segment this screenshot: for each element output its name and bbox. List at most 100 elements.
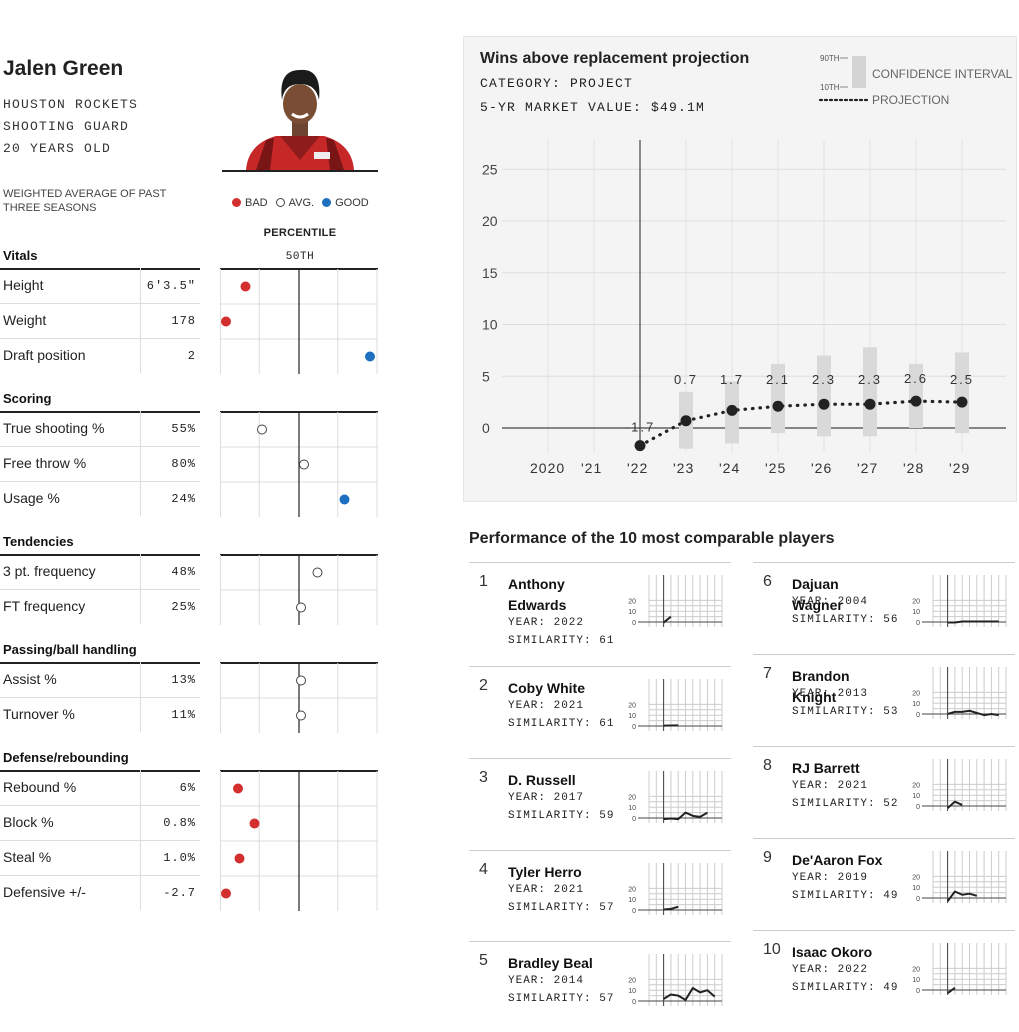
comparable-sparkline: 0 10 20 xyxy=(624,765,724,825)
comparable-name: Isaac Okoro xyxy=(792,942,890,963)
sparkline-y-tick: 20 xyxy=(628,794,636,801)
comparable-name: Brandon Knight xyxy=(792,666,890,708)
sparkline-y-tick: 10 xyxy=(628,805,636,812)
sparkline-y-tick: 20 xyxy=(912,782,920,789)
comparable-name: Bradley Beal xyxy=(508,953,606,974)
section-rule xyxy=(0,662,200,664)
y-tick-label: 0 xyxy=(482,420,490,436)
percentile-panel xyxy=(220,269,378,374)
comparable-similarity: SIMILARITY: 61 xyxy=(508,718,614,730)
column-divider xyxy=(140,411,141,446)
comparable-name: Coby White xyxy=(508,678,606,699)
comparable-similarity: SIMILARITY: 49 xyxy=(792,982,898,994)
sparkline-y-tick: 20 xyxy=(912,966,920,973)
sparkline-y-tick: 20 xyxy=(912,690,920,697)
projection-point xyxy=(911,396,922,407)
section-title-vitals: Vitals xyxy=(3,248,37,263)
wins-legend: 90TH 10TH CONFIDENCE INTERVAL PROJECTION xyxy=(818,52,1014,112)
projection-label: 2.6 xyxy=(904,371,928,386)
column-divider xyxy=(140,875,141,910)
comparable-year: YEAR: 2013 xyxy=(792,688,868,700)
stat-value-rebound: 6% xyxy=(140,781,196,795)
column-divider xyxy=(140,303,141,338)
sparkline-y-tick: 0 xyxy=(916,620,920,627)
column-divider xyxy=(140,268,141,303)
sparkline-y-tick: 10 xyxy=(912,701,920,708)
comparable-year: YEAR: 2021 xyxy=(508,884,584,896)
ci-bar xyxy=(863,347,877,436)
column-divider xyxy=(140,840,141,875)
percentile-dot-weight xyxy=(222,317,231,326)
percentile-dot-3-pt-frequency xyxy=(313,568,322,577)
column-divider xyxy=(140,697,141,732)
stat-label-usage: Usage % xyxy=(3,490,60,506)
comparable-rank: 7 xyxy=(763,665,772,683)
player-position: SHOOTING GUARD xyxy=(3,119,129,134)
comparable-rank: 9 xyxy=(763,849,772,867)
comparable-year: YEAR: 2017 xyxy=(508,792,584,804)
percentile-dot-draft-position xyxy=(366,352,375,361)
comparable-rank: 4 xyxy=(479,861,488,879)
projection-label: 0.7 xyxy=(674,372,698,387)
projection-label: 2.5 xyxy=(950,372,974,387)
legend-90th: 90TH xyxy=(820,54,840,63)
row-divider xyxy=(0,805,200,806)
stat-label-steal: Steal % xyxy=(3,849,51,865)
sparkline-y-tick: 20 xyxy=(912,598,920,605)
x-tick-label: '23 xyxy=(673,460,694,476)
sparkline-y-tick: 10 xyxy=(912,885,920,892)
column-divider xyxy=(140,805,141,840)
sparkline-series xyxy=(948,621,999,622)
comparable-year: YEAR: 2019 xyxy=(792,872,868,884)
row-divider xyxy=(0,481,200,482)
wins-chart: 05101520252020'21'22'23'24'25'26'27'28'2… xyxy=(463,130,1017,500)
sparkline-series xyxy=(948,988,955,993)
projection-label: -1.7 xyxy=(625,420,655,435)
x-tick-label: '25 xyxy=(765,460,786,476)
section-title-tendencies: Tendencies xyxy=(3,534,74,549)
percentile-dot-turnover xyxy=(297,711,306,720)
projection-point xyxy=(957,397,968,408)
sparkline-y-tick: 0 xyxy=(632,816,636,823)
x-tick-label: 2020 xyxy=(530,460,565,476)
comparable-similarity: SIMILARITY: 59 xyxy=(508,810,614,822)
stat-value-block: 0.8% xyxy=(140,816,196,830)
sparkline-y-tick: 20 xyxy=(912,874,920,881)
comparable-year: YEAR: 2014 xyxy=(508,975,584,987)
stat-label-assist: Assist % xyxy=(3,671,57,687)
percentile-dot-ft-frequency xyxy=(297,603,306,612)
stat-value-usage: 24% xyxy=(140,492,196,506)
comparable-name: Anthony Edwards xyxy=(508,574,606,616)
projection-point xyxy=(819,399,830,410)
percentile-dot-rebound xyxy=(234,784,243,793)
comparable-similarity: SIMILARITY: 57 xyxy=(508,993,614,1005)
percentile-dot-steal xyxy=(235,854,244,863)
percentile-panel xyxy=(220,663,378,733)
comparable-rank: 1 xyxy=(479,573,488,591)
comparable-similarity: SIMILARITY: 53 xyxy=(792,706,898,718)
projection-label: 2.1 xyxy=(766,372,790,387)
stat-label-ft-frequency: FT frequency xyxy=(3,598,85,614)
stat-label-free-throw: Free throw % xyxy=(3,455,86,471)
projection-point xyxy=(865,399,876,410)
stat-value-assist: 13% xyxy=(140,673,196,687)
y-tick-label: 25 xyxy=(482,161,498,177)
percentile-dot-assist xyxy=(297,676,306,685)
comparable-similarity: SIMILARITY: 49 xyxy=(792,890,898,902)
stat-value-steal: 1.0% xyxy=(140,851,196,865)
wins-title: Wins above replacement projection xyxy=(480,50,749,68)
